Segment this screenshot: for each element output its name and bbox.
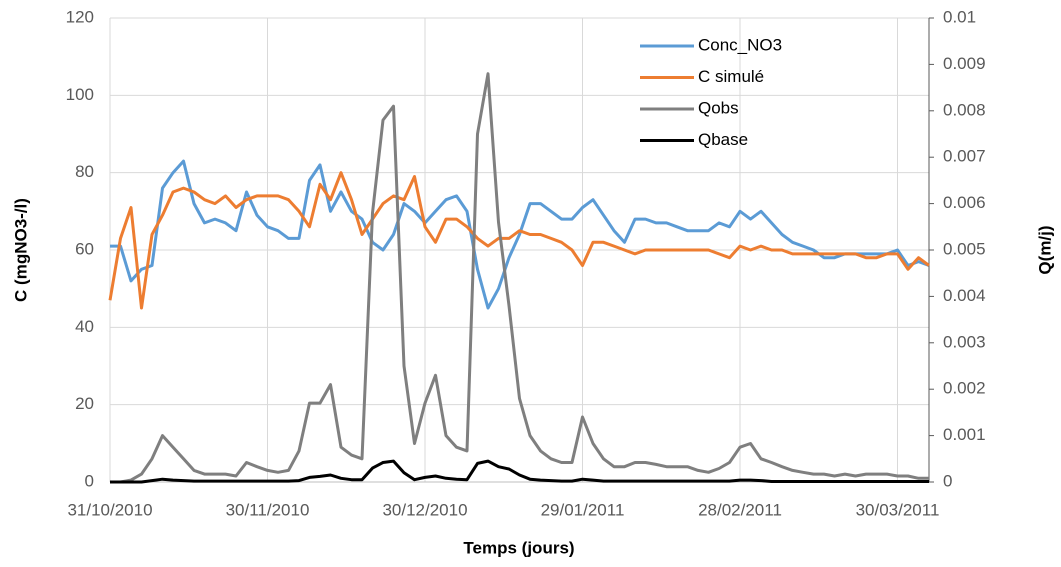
y2-tick-label: 0.003: [943, 332, 986, 351]
legend-label: Conc_NO3: [698, 35, 782, 54]
y-tick-label: 40: [75, 317, 94, 336]
y-tick-label: 120: [66, 7, 94, 26]
series-line: [108, 171, 930, 310]
series-line: [110, 459, 929, 484]
x-tick-label: 29/01/2011: [541, 500, 625, 519]
y2-tick-label: 0.006: [943, 193, 986, 212]
legend-label: Qobs: [698, 98, 739, 117]
legend-label: Qbase: [698, 130, 748, 149]
x-tick-label: 30/03/2011: [856, 500, 940, 519]
y2-tick-label: 0.007: [943, 147, 986, 166]
y2-tick-label: 0.001: [943, 425, 986, 444]
y2-tick-label: 0.008: [943, 100, 986, 119]
y-axis-title: C (mgNO3-/l): [11, 198, 30, 302]
y2-tick-label: 0: [943, 471, 952, 490]
y2-tick-label: 0.005: [943, 239, 986, 258]
y-tick-label: 60: [75, 239, 94, 258]
x-tick-label: 28/02/2011: [698, 500, 782, 519]
y2-tick-label: 0.009: [943, 54, 986, 73]
y2-tick-label: 0.002: [943, 379, 986, 398]
y-tick-label: 100: [66, 85, 94, 104]
y2-axis-title: Q(m/j): [1035, 225, 1054, 274]
series-line: [110, 72, 929, 484]
x-tick-label: 30/11/2010: [226, 500, 310, 519]
x-axis-title: Temps (jours): [463, 538, 574, 557]
series-line: [110, 159, 930, 310]
y-tick-label: 80: [75, 162, 94, 181]
legend-label: C simulé: [698, 67, 764, 86]
y2-tick-label: 0.01: [943, 7, 976, 26]
y2-tick-label: 0.004: [943, 286, 986, 305]
y-tick-label: 20: [75, 394, 94, 413]
x-tick-label: 30/12/2010: [382, 500, 467, 519]
x-tick-label: 31/10/2010: [67, 500, 152, 519]
y-tick-label: 0: [85, 471, 94, 490]
